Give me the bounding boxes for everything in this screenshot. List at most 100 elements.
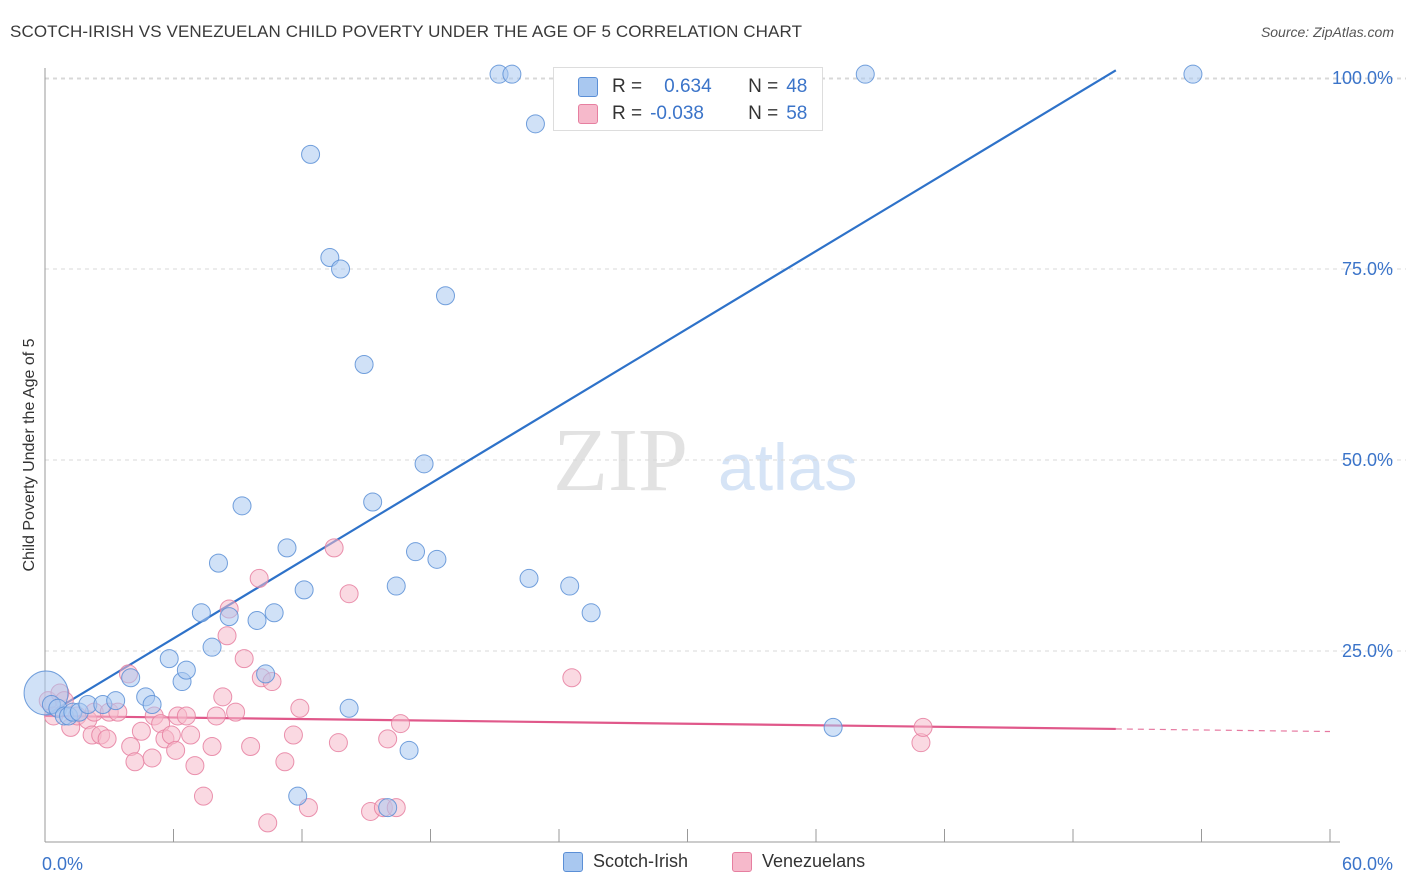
x-tick-label: 0.0% — [42, 854, 83, 874]
venezuelan-point — [176, 706, 196, 726]
bottom-legend-label: Scotch-Irish — [593, 851, 689, 871]
venezuelan-point — [913, 717, 933, 737]
venezuelan-point — [258, 813, 278, 833]
scotch-irish-point — [581, 603, 601, 623]
scotch-irish-point — [121, 668, 141, 688]
venezuelan-point — [226, 702, 246, 722]
scotch-irish-point — [191, 603, 211, 623]
scotch-irish-point — [159, 649, 179, 669]
legend-r-label: R = — [612, 76, 643, 97]
bottom-legend-swatch-blue — [563, 851, 583, 872]
y-tick-label: 75.0% — [1342, 259, 1393, 279]
scotch-irish-point — [525, 114, 545, 134]
venezuelan-point — [193, 786, 213, 806]
venezuelan-point — [131, 721, 151, 741]
axes — [44, 68, 1340, 843]
scotch-irish-point — [855, 64, 875, 84]
bottom-legend-scotch-irish: Scotch-Irish — [563, 851, 688, 872]
scotch-irish-point — [277, 538, 297, 558]
scotch-irish-point — [208, 553, 228, 573]
scotch-irish-point — [106, 691, 126, 711]
scotch-irish-point — [331, 259, 351, 279]
venezuelan-trend-extension — [1115, 728, 1331, 733]
scotch-irish-point — [176, 660, 196, 680]
data-points — [23, 64, 1203, 833]
scotch-irish-point — [399, 740, 419, 760]
scotch-irish-point — [354, 355, 374, 374]
scotch-irish-point — [414, 454, 434, 474]
venezuelan-point — [181, 725, 201, 745]
venezuelan-point — [391, 714, 411, 734]
scotch-irish-point — [219, 607, 239, 627]
venezuelan-point — [142, 748, 162, 768]
y-tick-label: 25.0% — [1342, 641, 1393, 661]
scotch-irish-point — [435, 286, 455, 306]
venezuelan-point — [290, 698, 310, 718]
legend-row-scotch-irish: R = 0.634 N = 48 — [578, 74, 807, 100]
scotch-irish-point — [378, 798, 398, 818]
bottom-legend-venezuelans: Venezuelans — [732, 851, 865, 872]
scotch-irish-point — [1183, 64, 1203, 84]
scotch-irish-point — [247, 610, 267, 630]
watermark-atlas: atlas — [718, 430, 857, 504]
legend-swatch-blue — [578, 77, 598, 97]
scotch-irish-point — [502, 64, 522, 84]
venezuelan-point — [249, 568, 269, 588]
venezuelan-point — [283, 725, 303, 745]
scotch-irish-point — [301, 144, 321, 164]
legend-r-value: -0.038 — [650, 103, 704, 124]
scotch-irish-point — [288, 786, 308, 806]
legend-swatch-pink — [578, 104, 598, 124]
scotch-irish-point — [232, 496, 252, 516]
legend-r-value: 0.634 — [664, 76, 712, 97]
scotch-irish-point — [264, 603, 284, 623]
scotch-irish-point — [363, 492, 383, 512]
legend-n-label: N = — [748, 103, 779, 124]
venezuelan-point — [378, 729, 398, 749]
legend-n-label: N = — [748, 76, 779, 97]
venezuelan-point — [324, 538, 344, 558]
venezuelan-point — [562, 668, 582, 688]
venezuelan-point — [185, 756, 205, 776]
x-tick-label: 60.0% — [1342, 854, 1393, 874]
venezuelan-point — [97, 729, 117, 749]
venezuelan-point — [213, 687, 233, 707]
venezuelan-point — [234, 649, 254, 669]
legend-r-label: R = — [612, 103, 643, 124]
legend: R = 0.634 N = 48 R = -0.038 N = 58 — [553, 67, 823, 131]
bottom-legend-swatch-pink — [732, 851, 752, 872]
venezuelan-point — [206, 706, 226, 726]
venezuelan-trend-line — [44, 714, 1116, 731]
scotch-irish-point — [560, 576, 580, 596]
grid — [45, 77, 1406, 652]
venezuelan-point — [328, 733, 348, 753]
venezuelan-point — [166, 740, 186, 760]
y-tick-label: 50.0% — [1342, 450, 1393, 470]
scotch-irish-point — [386, 576, 406, 596]
venezuelan-point — [217, 626, 237, 646]
scotch-irish-point — [142, 694, 162, 714]
scotch-irish-point — [256, 664, 276, 684]
scotch-irish-point — [202, 637, 222, 657]
scotch-irish-point — [519, 568, 539, 588]
chart-title: SCOTCH-IRISH VS VENEZUELAN CHILD POVERTY… — [10, 22, 803, 41]
legend-row-venezuelans: R = -0.038 N = 58 — [578, 101, 807, 127]
scotch-irish-point — [339, 698, 359, 718]
scotch-irish-point — [823, 717, 843, 737]
source-label: Source: ZipAtlas.com — [1260, 24, 1394, 40]
trend-lines — [44, 69, 1331, 733]
legend-n-value: 58 — [786, 103, 808, 124]
venezuelan-point — [202, 737, 222, 756]
scotch-irish-point — [406, 542, 426, 562]
y-tick-label: 100.0% — [1332, 68, 1393, 88]
venezuelan-point — [241, 737, 261, 756]
tick-labels: 25.0% 50.0% 75.0% 100.0% 0.0% 60.0% — [42, 68, 1393, 874]
legend-n-value: 48 — [786, 76, 808, 97]
scotch-irish-point — [294, 580, 314, 600]
scotch-irish-point — [427, 549, 447, 569]
venezuelan-point — [275, 752, 295, 772]
bottom-legend-label: Venezuelans — [762, 851, 866, 871]
venezuelan-point — [125, 752, 145, 772]
venezuelan-point — [339, 584, 359, 604]
